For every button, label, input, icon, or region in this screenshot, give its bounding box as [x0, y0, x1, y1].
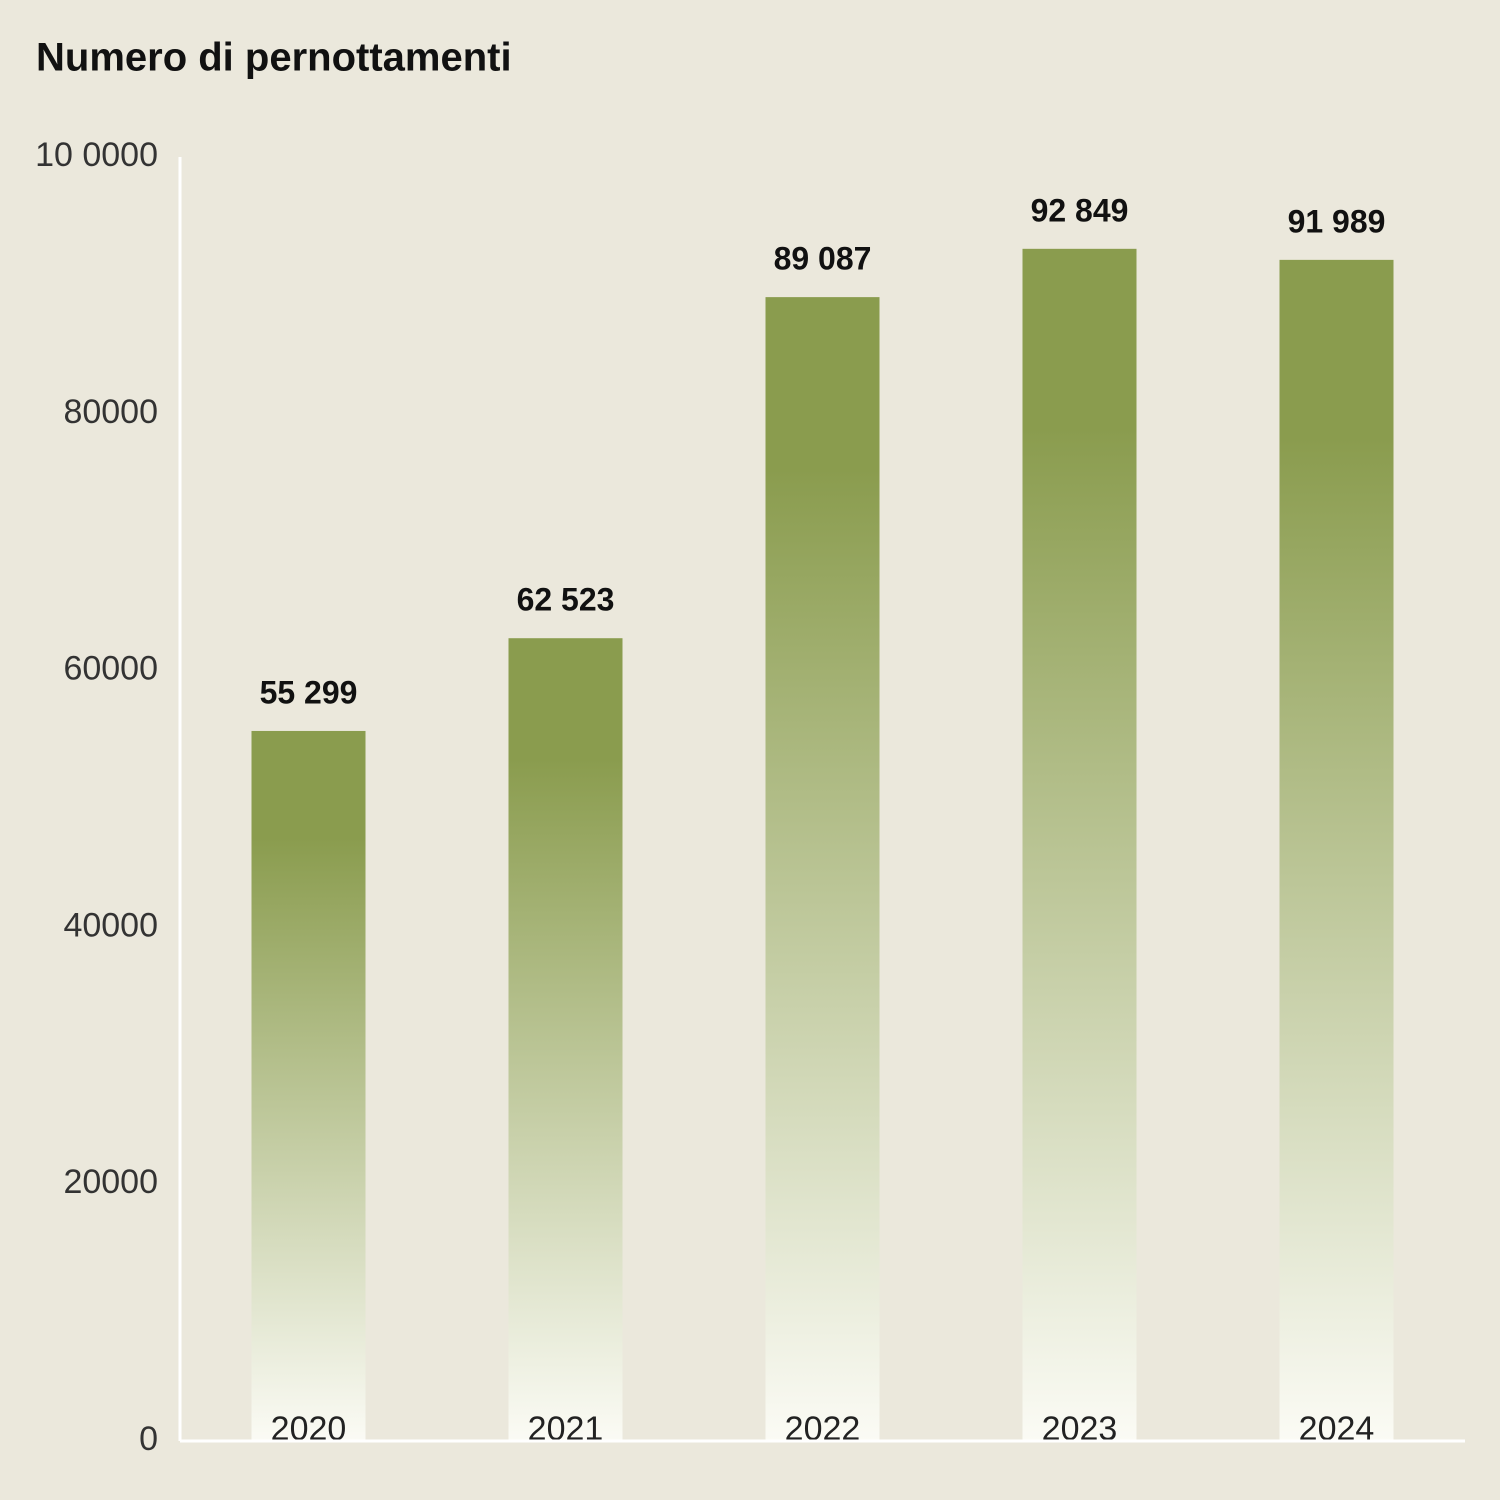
y-tick-label: 0	[139, 1420, 158, 1458]
bar	[1022, 248, 1137, 1441]
value-label: 55 299	[260, 674, 358, 710]
y-tick-label: 20000	[63, 1163, 158, 1201]
y-tick-label: 40000	[63, 906, 158, 944]
y-tick-label: 60000	[63, 650, 158, 688]
value-label: 92 849	[1031, 192, 1129, 228]
bar	[508, 638, 623, 1441]
bar	[765, 297, 880, 1441]
bar	[251, 730, 366, 1441]
y-tick-label: 80000	[63, 393, 158, 431]
value-label: 89 087	[774, 241, 872, 277]
y-tick-label: 10 0000	[35, 136, 158, 174]
value-label: 91 989	[1288, 203, 1386, 239]
bar	[1279, 259, 1394, 1442]
chart-title: Numero di pernottamenti	[36, 36, 512, 80]
value-label: 62 523	[517, 582, 615, 618]
